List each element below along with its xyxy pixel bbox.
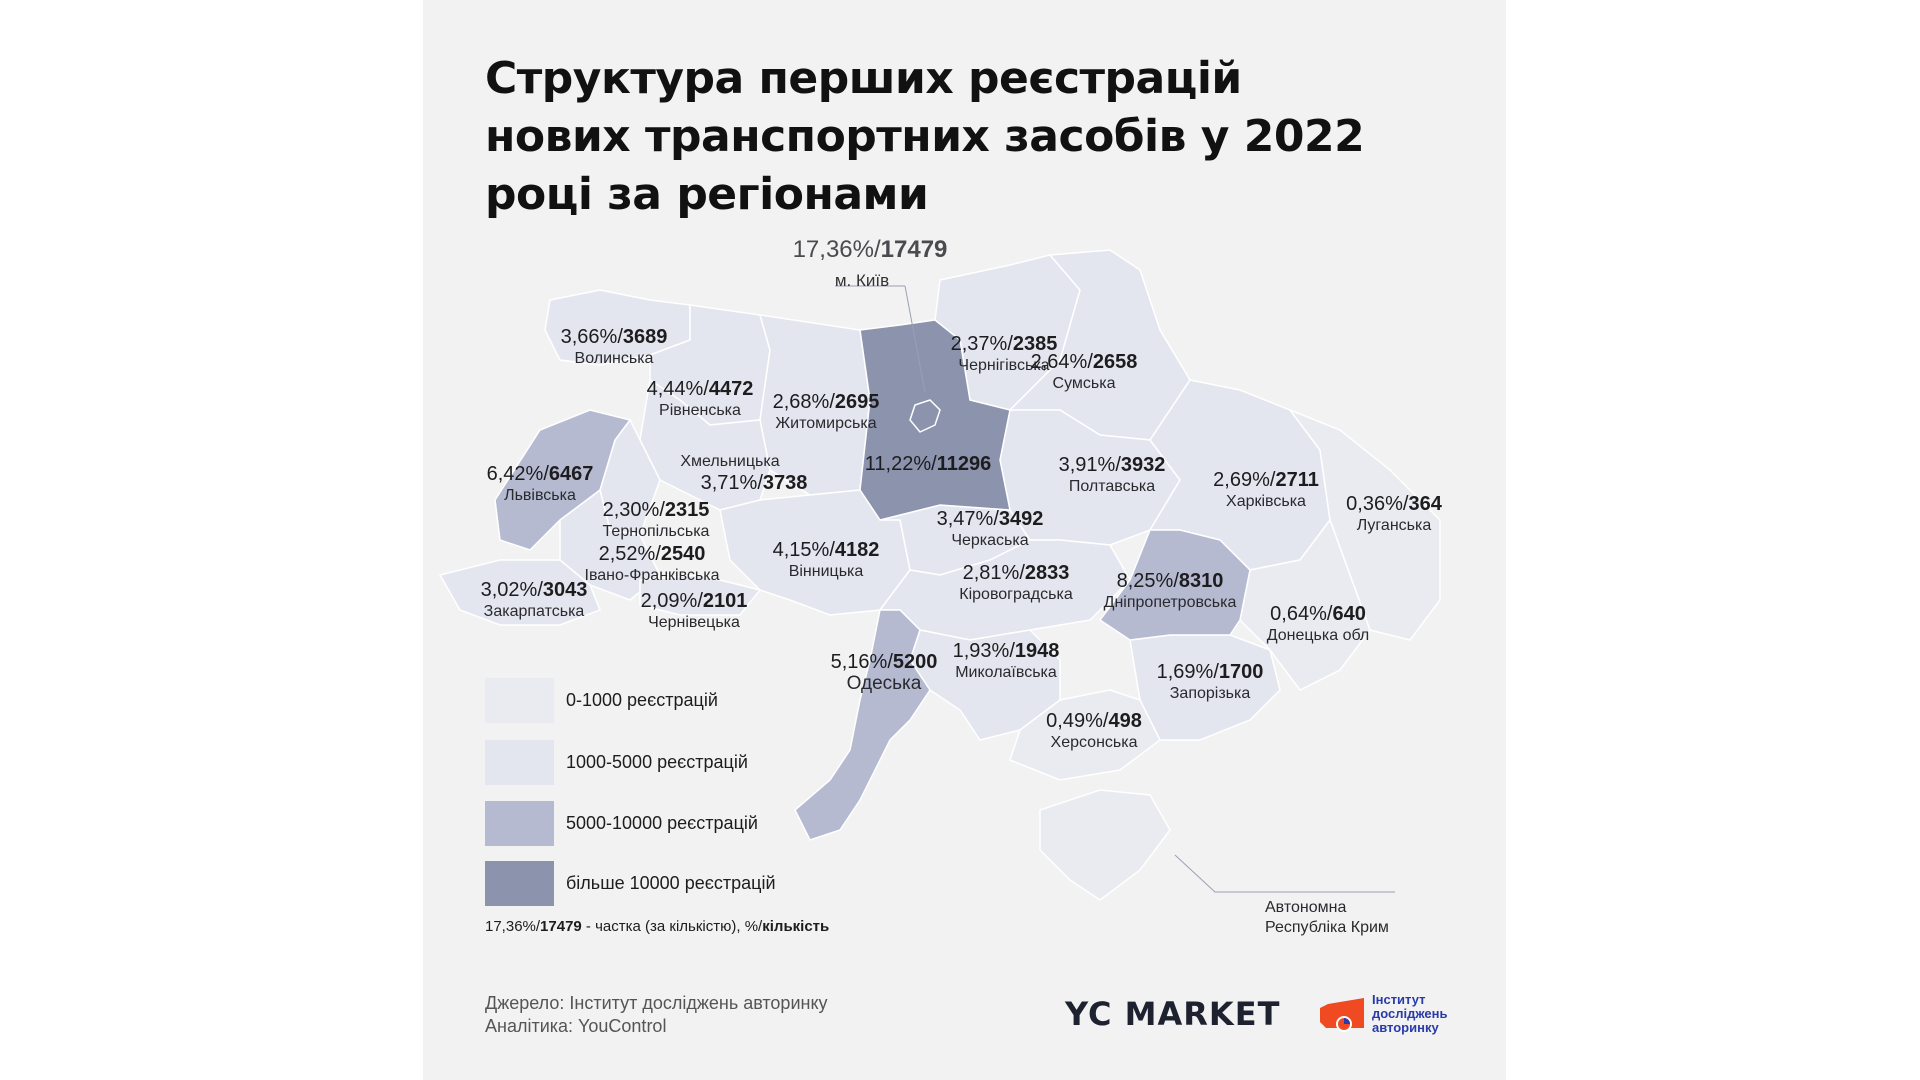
label-ivano-frankivska: 2,52%/2540 Івано-Франківська [584,543,720,584]
label-khersonska: 0,49%/498 Херсонська [1046,710,1142,751]
institute-logo: Інститут досліджень авторинку [1318,993,1448,1035]
institute-logo-text: авторинку [1372,1020,1439,1035]
label-sumska: 2,64%/2658 Сумська [1030,351,1138,392]
legend-swatch [485,740,554,785]
label-donetska: 0,64%/640 Донецька обл [1266,603,1370,644]
label-lvivska: 6,42%/6467 Львівська [486,463,594,504]
region-kyivska [859,319,1011,521]
region-luhanska [1287,408,1441,641]
label-chernivetska: 2,09%/2101 Чернівецька [640,590,748,631]
region-dnipropetrovska [1098,529,1251,641]
label-luhanska: 0,36%/364 Луганська [1346,493,1442,534]
region-vinnytska [719,489,911,616]
legend-item-1000-5000: 1000-5000 реєстрацій [485,740,748,785]
label-khmelnytska: 3,71%/3738 [700,472,808,494]
legend-note: 17,36%/17479 - частка (за кількістю), %/… [485,918,830,935]
legend-item-5000-10000: 5000-10000 реєстрацій [485,801,758,846]
source-note: Джерело: Інститут досліджень авторинку А… [485,993,828,1036]
page-title: Структура перших реєстрацій нових трансп… [485,53,1365,220]
label-rivnenska: 4,44%/4472 Рівненська [646,378,754,419]
legend-label: більше 10000 реєстрацій [566,873,776,893]
institute-logo-text: Інститут [1372,992,1426,1007]
legend-label: 0-1000 реєстрацій [566,690,718,710]
label-kirovohradska: 2,81%/2833 Кіровоградська [959,562,1073,603]
region-zakarpatska [438,559,601,626]
label-ternopilska: 2,30%/2315 Тернопільська [602,499,710,540]
label-kyiv-city-name: м. Київ [834,271,890,290]
label-poltavska: 3,91%/3932 Полтавська [1058,454,1166,495]
label-vinnytska: 4,15%/4182 Вінницька [772,539,880,580]
label-kyiv-city: 17,36%/17479 [792,236,948,263]
institute-logo-icon [1320,998,1364,1032]
region-donetska [1239,518,1371,691]
label-volynska: 3,66%/3689 Волинська [560,326,668,367]
label-zakarpatska: 3,02%/3043 Закарпатська [480,579,588,620]
label-kharkivska: 2,69%/2711 Харківська [1213,469,1319,510]
label-chernihivska: 2,37%/2385 Чернігівська [950,333,1058,374]
region-lvivska [494,409,632,551]
yc-market-logo: YC MARKET [1065,995,1281,1033]
legend-swatch [485,678,554,723]
label-kyivska: 11,22%/11296 [864,453,992,475]
kyiv-city-outline [909,399,941,433]
label-mykolaivska: 1,93%/1948 Миколаївська [952,640,1060,681]
legend-item-0-1000: 0-1000 реєстрацій [485,678,718,723]
region-crimea [1039,789,1171,901]
label-zaporizka: 1,69%/1700 Запорізька [1156,661,1264,702]
institute-logo-text: досліджень [1372,1006,1448,1021]
region-chernivetska [639,574,762,616]
legend-swatch [485,861,554,906]
region-khersonska [1009,689,1161,781]
label-khmelnytska-name: Хмельницька [680,453,780,470]
legend-item-10000-plus: більше 10000 реєстрацій [485,861,776,906]
legend-label: 5000-10000 реєстрацій [566,813,758,833]
legend-swatch [485,801,554,846]
crimea-leader-line [1174,854,1395,893]
kyiv-leader-line [835,285,926,393]
legend-label: 1000-5000 реєстрацій [566,752,748,772]
label-cherkaska: 3,47%/3492 Черкаська [936,508,1044,549]
label-dnipropetrovska: 8,25%/8310 Дніпропетровська [1103,570,1237,611]
label-zhytomyrska: 2,68%/2695 Житомирська [772,391,880,432]
region-odeska [794,609,931,841]
label-crimea: Автономна Республіка Крим [1265,899,1389,936]
label-odeska: 5,16%/5200 Одеська [830,651,938,694]
